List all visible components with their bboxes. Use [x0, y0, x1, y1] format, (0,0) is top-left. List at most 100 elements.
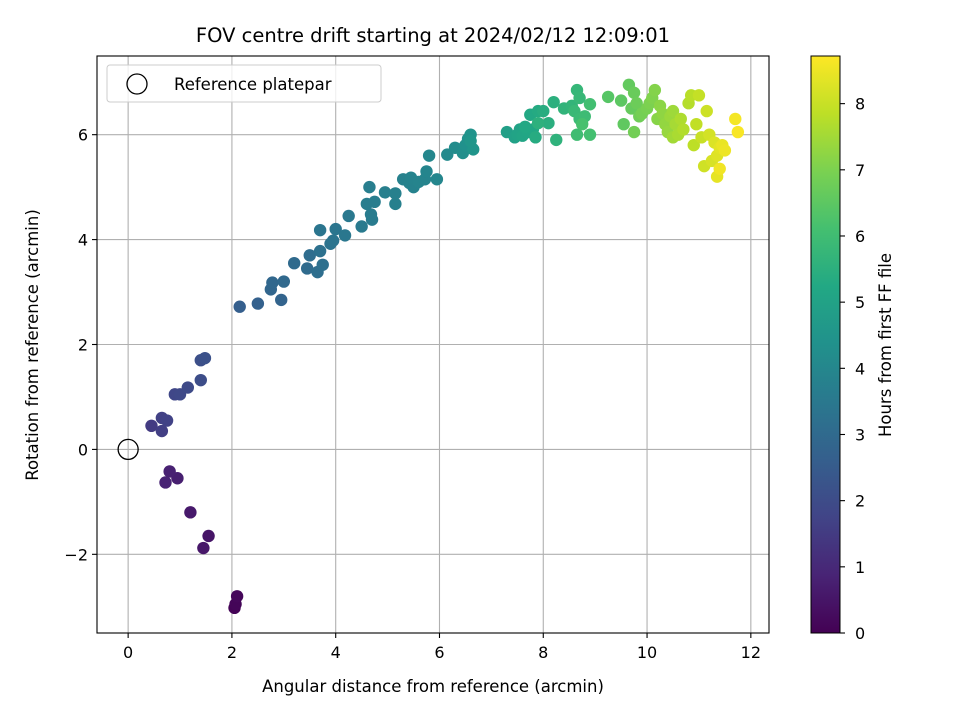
colorbar-label: Hours from first FF file — [876, 253, 895, 437]
colorbar-tick-label: 5 — [855, 293, 865, 312]
colorbar-gradient — [810, 55, 841, 634]
y-tick-label: 0 — [78, 440, 88, 459]
data-point — [194, 373, 207, 387]
data-point — [422, 149, 436, 162]
data-point — [601, 90, 615, 104]
data-point — [583, 128, 597, 141]
data-point — [266, 276, 279, 289]
data-point — [389, 197, 402, 211]
data-point — [573, 91, 586, 105]
data-point — [614, 94, 628, 107]
data-point — [277, 275, 291, 288]
data-point — [529, 131, 542, 144]
data-point — [313, 223, 327, 237]
data-point — [430, 173, 444, 186]
colorbar-tick-label: 6 — [855, 227, 865, 246]
x-tick-label: 12 — [741, 643, 761, 662]
y-tick-label: 2 — [78, 336, 88, 355]
legend: Reference platepar — [106, 64, 382, 103]
data-point — [537, 104, 550, 118]
x-axis-ticks: 0 2 4 6 8 10 12 — [123, 633, 761, 662]
data-point — [233, 300, 246, 313]
data-point — [630, 97, 643, 110]
chart-title: FOV centre drift starting at 2024/02/12 … — [196, 24, 670, 47]
data-point — [197, 541, 210, 555]
data-point — [275, 293, 288, 307]
grid-lines — [97, 56, 769, 633]
data-point — [364, 208, 378, 221]
x-axis-label: Angular distance from reference (arcmin) — [262, 677, 604, 696]
x-tick-label: 6 — [434, 643, 444, 662]
data-point — [617, 117, 630, 131]
reference-marker — [117, 438, 139, 461]
data-point — [542, 116, 555, 130]
data-point — [389, 187, 402, 200]
colorbar-ticks: 0 1 2 3 4 5 6 7 8 — [840, 95, 865, 643]
data-point — [692, 89, 706, 102]
data-point — [531, 116, 545, 130]
data-point — [316, 258, 329, 271]
data-point — [230, 590, 244, 603]
data-point — [155, 424, 169, 438]
y-axis-ticks: −2 0 2 4 6 — [64, 126, 97, 564]
data-point — [329, 222, 342, 236]
colorbar-tick-label: 7 — [855, 161, 865, 180]
data-point — [627, 125, 641, 139]
colorbar-tick-label: 2 — [855, 492, 865, 511]
data-point — [690, 117, 703, 131]
legend-entry-label: Reference platepar — [174, 75, 332, 94]
data-point — [518, 120, 532, 134]
x-tick-label: 4 — [331, 643, 341, 662]
data-point — [627, 86, 641, 99]
data-point — [570, 128, 584, 141]
data-point — [700, 104, 713, 118]
colorbar-tick-label: 4 — [855, 359, 865, 378]
data-point — [313, 244, 327, 258]
data-point — [342, 209, 355, 223]
data-point — [198, 351, 212, 365]
x-tick-label: 2 — [227, 643, 237, 662]
x-tick-label: 0 — [123, 643, 133, 662]
data-point — [648, 83, 662, 97]
legend-box — [106, 64, 382, 103]
colorbar-tick-label: 3 — [855, 425, 865, 444]
data-points — [145, 78, 745, 615]
colorbar-tick-label: 0 — [855, 624, 865, 643]
data-point — [251, 297, 265, 310]
colorbar: 0 1 2 3 4 5 6 7 8 Hours from first FF file — [810, 55, 895, 643]
data-point — [666, 104, 680, 118]
data-point — [674, 112, 687, 126]
data-point — [184, 506, 197, 519]
data-point — [287, 256, 301, 270]
data-point — [583, 98, 597, 111]
y-axis-label: Rotation from reference (arcmin) — [23, 209, 42, 481]
data-point — [326, 234, 340, 247]
y-tick-label: 4 — [78, 231, 88, 250]
data-point — [547, 95, 560, 109]
data-point — [378, 186, 392, 199]
y-tick-label: −2 — [64, 545, 88, 564]
data-point — [300, 262, 314, 275]
colorbar-tick-label: 1 — [855, 558, 865, 577]
data-point — [363, 180, 376, 194]
data-point — [718, 144, 732, 157]
colorbar-tick-label: 8 — [855, 95, 865, 114]
data-point — [303, 249, 316, 262]
data-point — [575, 117, 589, 131]
data-point — [181, 381, 195, 394]
data-point — [338, 229, 352, 242]
data-point — [464, 134, 477, 148]
x-tick-label: 10 — [637, 643, 657, 662]
y-tick-label: 6 — [78, 126, 88, 145]
data-point — [550, 133, 563, 147]
data-point — [687, 138, 700, 152]
data-point — [355, 220, 368, 233]
data-point — [202, 529, 215, 543]
data-point — [677, 123, 690, 136]
reference-point — [117, 438, 139, 461]
data-point — [420, 165, 433, 178]
legend-marker-icon — [126, 73, 148, 95]
data-point — [731, 125, 745, 139]
data-point — [713, 162, 726, 175]
